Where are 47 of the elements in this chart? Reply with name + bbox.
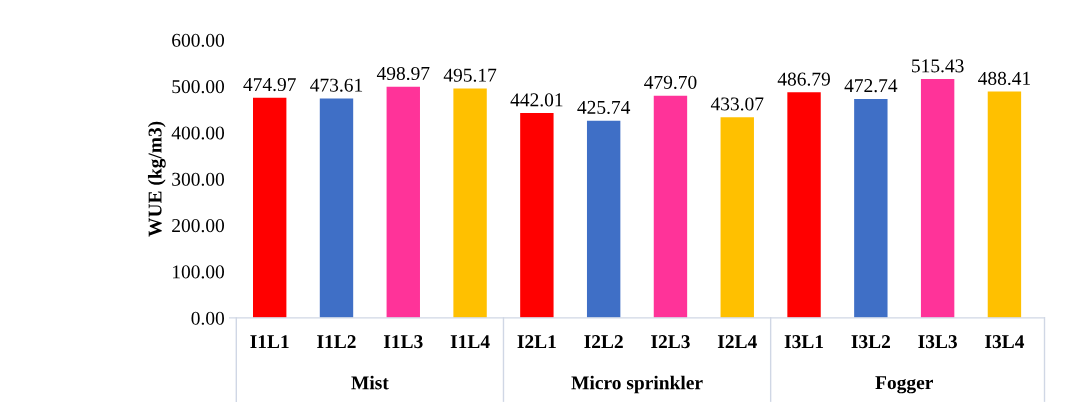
x-tick-label: I2L4 <box>717 335 757 348</box>
bar <box>854 98 888 318</box>
data-label: 474.97 <box>243 78 296 92</box>
y-tick-label: 100.00 <box>173 265 225 279</box>
data-label: 495.17 <box>443 68 497 82</box>
data-label: 473.61 <box>310 78 363 92</box>
y-tick-label: 500.00 <box>172 80 225 94</box>
bar <box>453 88 487 318</box>
bar <box>586 120 621 318</box>
text: Mist <box>351 375 389 390</box>
bar <box>920 79 955 318</box>
x-tick-label: I3L3 <box>918 335 957 349</box>
data-label: 442.01 <box>510 93 563 107</box>
bar <box>787 92 821 318</box>
y-axis-title: WUE (kg/m3) <box>147 121 166 237</box>
data-label: 433.07 <box>710 97 764 111</box>
x-tick-label: I3L4 <box>985 335 1025 349</box>
data-label: 515.43 <box>912 59 964 73</box>
x-tick-label: I2L2 <box>584 335 623 348</box>
y-tick-label: 600.00 <box>172 33 225 47</box>
bar <box>720 117 754 318</box>
text: Fogger <box>875 376 933 394</box>
data-label: 425.74 <box>577 100 631 114</box>
text: Micro sprinkler <box>571 375 703 394</box>
y-tick-label: 0.00 <box>191 311 225 325</box>
bar <box>253 97 287 318</box>
x-tick-label: I3L2 <box>851 335 890 349</box>
y-tick-label: 400.00 <box>171 126 225 140</box>
bar <box>319 98 354 318</box>
y-tick-label: 200.00 <box>172 219 225 233</box>
x-tick-label: I1L3 <box>383 335 423 349</box>
x-tick-label: I1L2 <box>317 335 356 348</box>
bar <box>653 95 688 318</box>
x-tick-label: I3L1 <box>784 335 824 349</box>
bar <box>520 113 554 318</box>
data-label: 472.74 <box>844 79 898 93</box>
x-tick-label: I1L1 <box>250 335 289 348</box>
x-tick-label: I2L3 <box>651 335 690 349</box>
x-tick-label: I1L4 <box>450 335 490 348</box>
x-tick-label: I2L1 <box>517 335 556 348</box>
bar <box>987 91 1022 318</box>
data-label: 488.41 <box>978 71 1030 85</box>
data-label: 498.97 <box>376 66 430 81</box>
data-label: 486.79 <box>777 72 830 86</box>
data-label: 479.70 <box>644 75 697 90</box>
y-tick-label: 300.00 <box>172 172 225 186</box>
bar <box>386 86 420 318</box>
